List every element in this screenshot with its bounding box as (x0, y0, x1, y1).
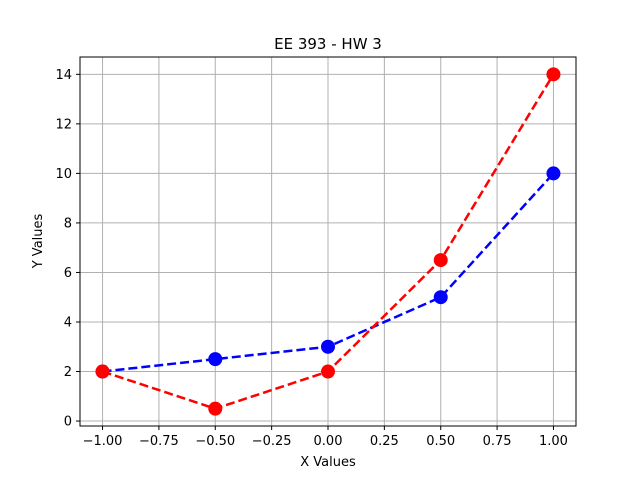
x-tick-label: 0.75 (483, 434, 512, 449)
axis-ticks: −1.00 −0.75 −0.50 −0.25 0.00 0.25 0.50 0.75 1.00… (55, 68, 567, 449)
data-point (208, 401, 223, 416)
data-point (95, 364, 110, 379)
chart-title: EE 393 - HW 3 (274, 35, 382, 53)
data-point (433, 253, 448, 268)
data-point (546, 67, 561, 82)
series-2 (95, 67, 561, 416)
x-tick-label: 1.00 (539, 434, 568, 449)
y-tick-label: 6 (64, 266, 72, 281)
series-group (95, 67, 561, 416)
y-tick-label: 8 (64, 216, 72, 231)
x-tick-label: −0.50 (195, 434, 235, 449)
x-tick-label: 0.00 (314, 434, 343, 449)
x-tick-label: 0.50 (426, 434, 455, 449)
y-tick-label: 14 (55, 68, 72, 83)
y-axis-label: Y Values (31, 214, 46, 270)
y-tick-label: 0 (64, 415, 72, 430)
grid (80, 57, 576, 426)
data-point (433, 290, 448, 305)
data-point (546, 166, 561, 181)
data-point (321, 364, 335, 379)
x-tick-label: −0.25 (252, 434, 292, 449)
y-tick-label: 10 (55, 167, 72, 182)
x-tick-label: −1.00 (83, 434, 123, 449)
y-tick-label: 12 (55, 117, 72, 132)
x-axis-label: X Values (300, 455, 356, 470)
y-tick-label: 4 (64, 315, 72, 330)
x-tick-label: −0.75 (139, 434, 179, 449)
y-tick-label: 2 (64, 365, 72, 380)
data-point (321, 339, 335, 354)
x-tick-label: 0.25 (370, 434, 399, 449)
data-point (208, 352, 223, 367)
